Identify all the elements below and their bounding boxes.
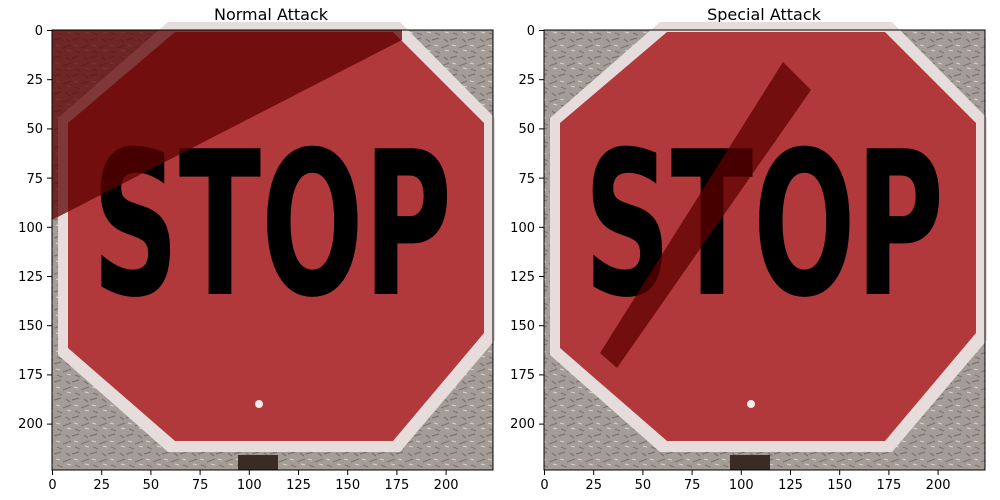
x-tick-label: 200 — [926, 478, 951, 493]
panel-special-attack: Special Attack STOP 0 25 — [510, 5, 987, 493]
sign-image: STOP — [52, 22, 495, 470]
sign-image: STOP — [544, 22, 987, 470]
panel-normal-attack: Normal Attack STOP 0 25 — [18, 5, 495, 493]
y-tick-label: 175 — [18, 368, 43, 383]
x-axis: 0 25 50 75 100 125 150 175 200 — [48, 470, 459, 493]
x-tick-label: 75 — [684, 478, 701, 493]
x-tick-label: 100 — [237, 478, 262, 493]
x-tick-label: 150 — [335, 478, 360, 493]
x-tick-label: 200 — [434, 478, 459, 493]
y-tick-label: 125 — [18, 270, 43, 285]
axes-frame — [543, 29, 986, 471]
x-tick-label: 25 — [585, 478, 602, 493]
y-tick-label: 75 — [518, 172, 535, 187]
y-tick-label: 0 — [527, 24, 535, 39]
y-tick-label: 25 — [26, 73, 43, 88]
x-tick-label: 0 — [48, 478, 56, 493]
x-tick-label: 0 — [540, 478, 548, 493]
y-tick-label: 125 — [510, 270, 535, 285]
panel-title: Normal Attack — [214, 5, 329, 24]
x-tick-label: 175 — [384, 478, 409, 493]
x-axis: 0 25 50 75 100 125 150 175 200 — [540, 470, 951, 493]
y-tick-label: 50 — [26, 122, 43, 137]
sign-bolt — [747, 400, 755, 408]
y-tick-label: 25 — [518, 73, 535, 88]
x-tick-label: 50 — [635, 478, 652, 493]
y-tick-label: 150 — [510, 319, 535, 334]
y-tick-label: 100 — [18, 221, 43, 236]
sign-octagon — [560, 32, 976, 441]
x-tick-label: 50 — [143, 478, 160, 493]
y-tick-label: 50 — [518, 122, 535, 137]
y-tick-label: 150 — [18, 319, 43, 334]
sign-bolt — [255, 400, 263, 408]
x-tick-label: 25 — [93, 478, 110, 493]
y-tick-label: 200 — [510, 417, 535, 432]
panel-title: Special Attack — [707, 5, 822, 24]
y-tick-label: 200 — [18, 417, 43, 432]
x-tick-label: 175 — [876, 478, 901, 493]
y-tick-label: 175 — [510, 368, 535, 383]
x-tick-label: 75 — [192, 478, 209, 493]
attack-bar — [600, 62, 811, 368]
y-tick-label: 75 — [26, 172, 43, 187]
y-axis: 0 25 50 75 100 125 150 175 200 — [510, 24, 544, 432]
axes-frame — [51, 29, 494, 471]
attack-patch — [52, 30, 402, 220]
y-axis: 0 25 50 75 100 125 150 175 200 — [18, 24, 52, 432]
x-tick-label: 100 — [729, 478, 754, 493]
y-tick-label: 0 — [35, 24, 43, 39]
x-tick-label: 125 — [778, 478, 803, 493]
x-tick-label: 150 — [827, 478, 852, 493]
x-tick-label: 125 — [286, 478, 311, 493]
y-tick-label: 100 — [510, 221, 535, 236]
